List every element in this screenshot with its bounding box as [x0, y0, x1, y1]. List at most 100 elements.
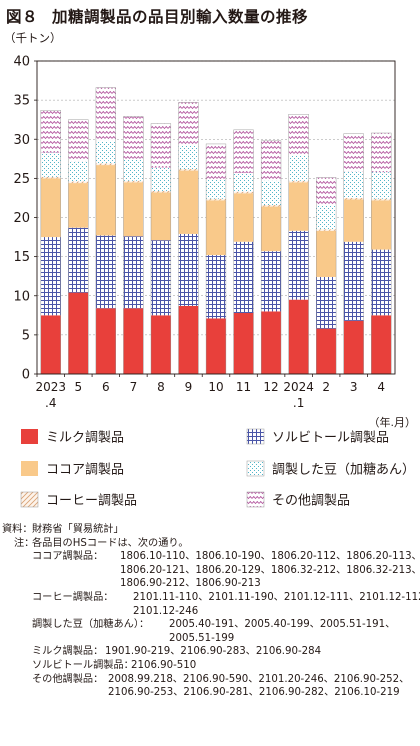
bar-milk — [178, 305, 199, 374]
legend-swatch — [246, 428, 265, 445]
bar-coffee — [68, 181, 89, 184]
bar-coffee — [123, 180, 144, 183]
bar-milk — [123, 308, 144, 374]
bar-beans — [261, 180, 281, 205]
bar-milk — [206, 318, 226, 374]
hs-item-label: ココア調製品： — [32, 551, 104, 563]
bar-sorbitol — [95, 235, 116, 309]
y-tick-label: 25 — [13, 172, 30, 187]
x-tick-label: 3 — [350, 380, 358, 394]
bar-other — [151, 123, 171, 168]
bar-coffee — [371, 198, 392, 201]
bar-milk — [343, 320, 364, 374]
bar-other — [316, 177, 337, 206]
hs-item-label: 調製した豆（加糖あん）： — [32, 619, 150, 631]
legend-item-coffee: コーヒー調製品 — [20, 491, 137, 509]
chart-title-text: 加糖調製品の品目別輸入数量の推移 — [52, 8, 309, 26]
hs-item-label: ミルク調製品： — [32, 646, 104, 658]
bar-beans — [151, 167, 171, 191]
x-tick-label: 7 — [130, 380, 138, 394]
bar-cocoa — [68, 183, 89, 228]
bar-sorbitol — [261, 251, 281, 312]
note-text: 各品目のHSコードは、次の通り。 — [32, 537, 189, 549]
bar-other — [123, 116, 144, 159]
bar-other — [95, 87, 116, 141]
hs-code-line: 2106.90-253、2106.90-281、2106.90-282、2106… — [108, 687, 400, 699]
source-text: 財務省「貿易統計」 — [32, 524, 124, 535]
x-tick-label: 11 — [236, 380, 251, 394]
bar-other — [261, 140, 281, 181]
x-tick-label: 5 — [74, 380, 82, 394]
bar-sorbitol — [288, 230, 309, 300]
bar-beans — [178, 145, 199, 169]
x-tick-label: .1 — [293, 396, 304, 410]
bar-sorbitol — [316, 276, 337, 329]
bar-milk — [40, 315, 61, 374]
legend-item-beans: 調製した豆（加糖あん） — [246, 460, 415, 478]
x-tick-label: 2024 — [283, 380, 314, 394]
legend-swatch — [21, 429, 38, 444]
bar-sorbitol — [343, 241, 364, 321]
bar-other — [40, 110, 61, 153]
y-tick-label: 15 — [13, 250, 30, 265]
x-tick-label: 2023 — [35, 380, 66, 394]
bar-milk — [316, 328, 337, 374]
y-tick-label: 5 — [22, 328, 30, 343]
hs-code-line: 2008.99.218、2106.90-590、2101.20-246、2106… — [108, 673, 410, 685]
bar-stack — [260, 140, 282, 375]
bar-other — [178, 102, 199, 146]
y-tick-label: 10 — [13, 289, 30, 304]
legend-label: コーヒー調製品 — [46, 494, 137, 509]
bar-stack — [233, 129, 254, 375]
axes: 0 5 10 15 20 25 30 35 40 （千トン） 2023 .4 5 6 7 8 9 10 11 12 20… — [4, 31, 416, 429]
bar-cocoa — [40, 178, 61, 238]
bar-milk — [233, 312, 254, 374]
bar-beans — [316, 205, 337, 230]
x-tick-label: .4 — [45, 396, 56, 410]
bar-coffee — [261, 204, 281, 207]
bar-stack — [343, 133, 364, 375]
bar-cocoa — [288, 182, 309, 231]
y-axis-unit: （千トン） — [4, 31, 62, 45]
bar-cocoa — [233, 193, 254, 242]
y-tick-label: 0 — [22, 368, 30, 383]
legend-item-milk: ミルク調製品 — [21, 429, 124, 446]
bar-cocoa — [343, 199, 364, 242]
bar-milk — [151, 315, 171, 374]
x-tick-label: 9 — [185, 380, 193, 394]
bar-sorbitol — [123, 236, 144, 309]
legend-label: ソルビトール調製品 — [272, 431, 389, 446]
bars — [40, 87, 392, 375]
bar-sorbitol — [40, 237, 61, 316]
source-label: 資料： — [2, 524, 33, 535]
bar-cocoa — [151, 192, 171, 241]
bar-cocoa — [371, 200, 392, 250]
hs-code-line: 2101.11-110、2101.11-190、2101.12-111、2101… — [133, 591, 420, 603]
hs-code-line: 1901.90-219、2106.90-283、2106.90-284 — [105, 646, 322, 658]
bar-stack — [95, 87, 116, 375]
legend-swatch — [246, 460, 265, 477]
bar-cocoa — [123, 182, 144, 237]
bar-coffee — [233, 191, 254, 194]
hs-code-line: 2005.40-191、2005.40-199、2005.51-191、 — [169, 619, 396, 631]
bar-beans — [40, 152, 61, 177]
bar-beans — [288, 155, 309, 181]
x-tick-label: 12 — [263, 380, 278, 394]
bar-other — [371, 132, 392, 173]
legend-label: ココア調製品 — [46, 463, 124, 478]
legend-swatch — [20, 491, 39, 508]
x-tick-label: 10 — [208, 380, 223, 394]
x-tick-label: 8 — [157, 380, 165, 394]
bar-cocoa — [178, 170, 199, 234]
bar-stack — [68, 119, 89, 375]
bar-sorbitol — [68, 227, 89, 293]
legend-item-sorbitol: ソルビトール調製品 — [246, 428, 389, 446]
bar-stack — [40, 110, 61, 375]
legend-item-cocoa: ココア調製品 — [21, 461, 124, 478]
bar-beans — [95, 140, 116, 164]
bar-beans — [68, 161, 89, 182]
bar-stack — [371, 132, 392, 375]
bar-beans — [233, 172, 254, 192]
